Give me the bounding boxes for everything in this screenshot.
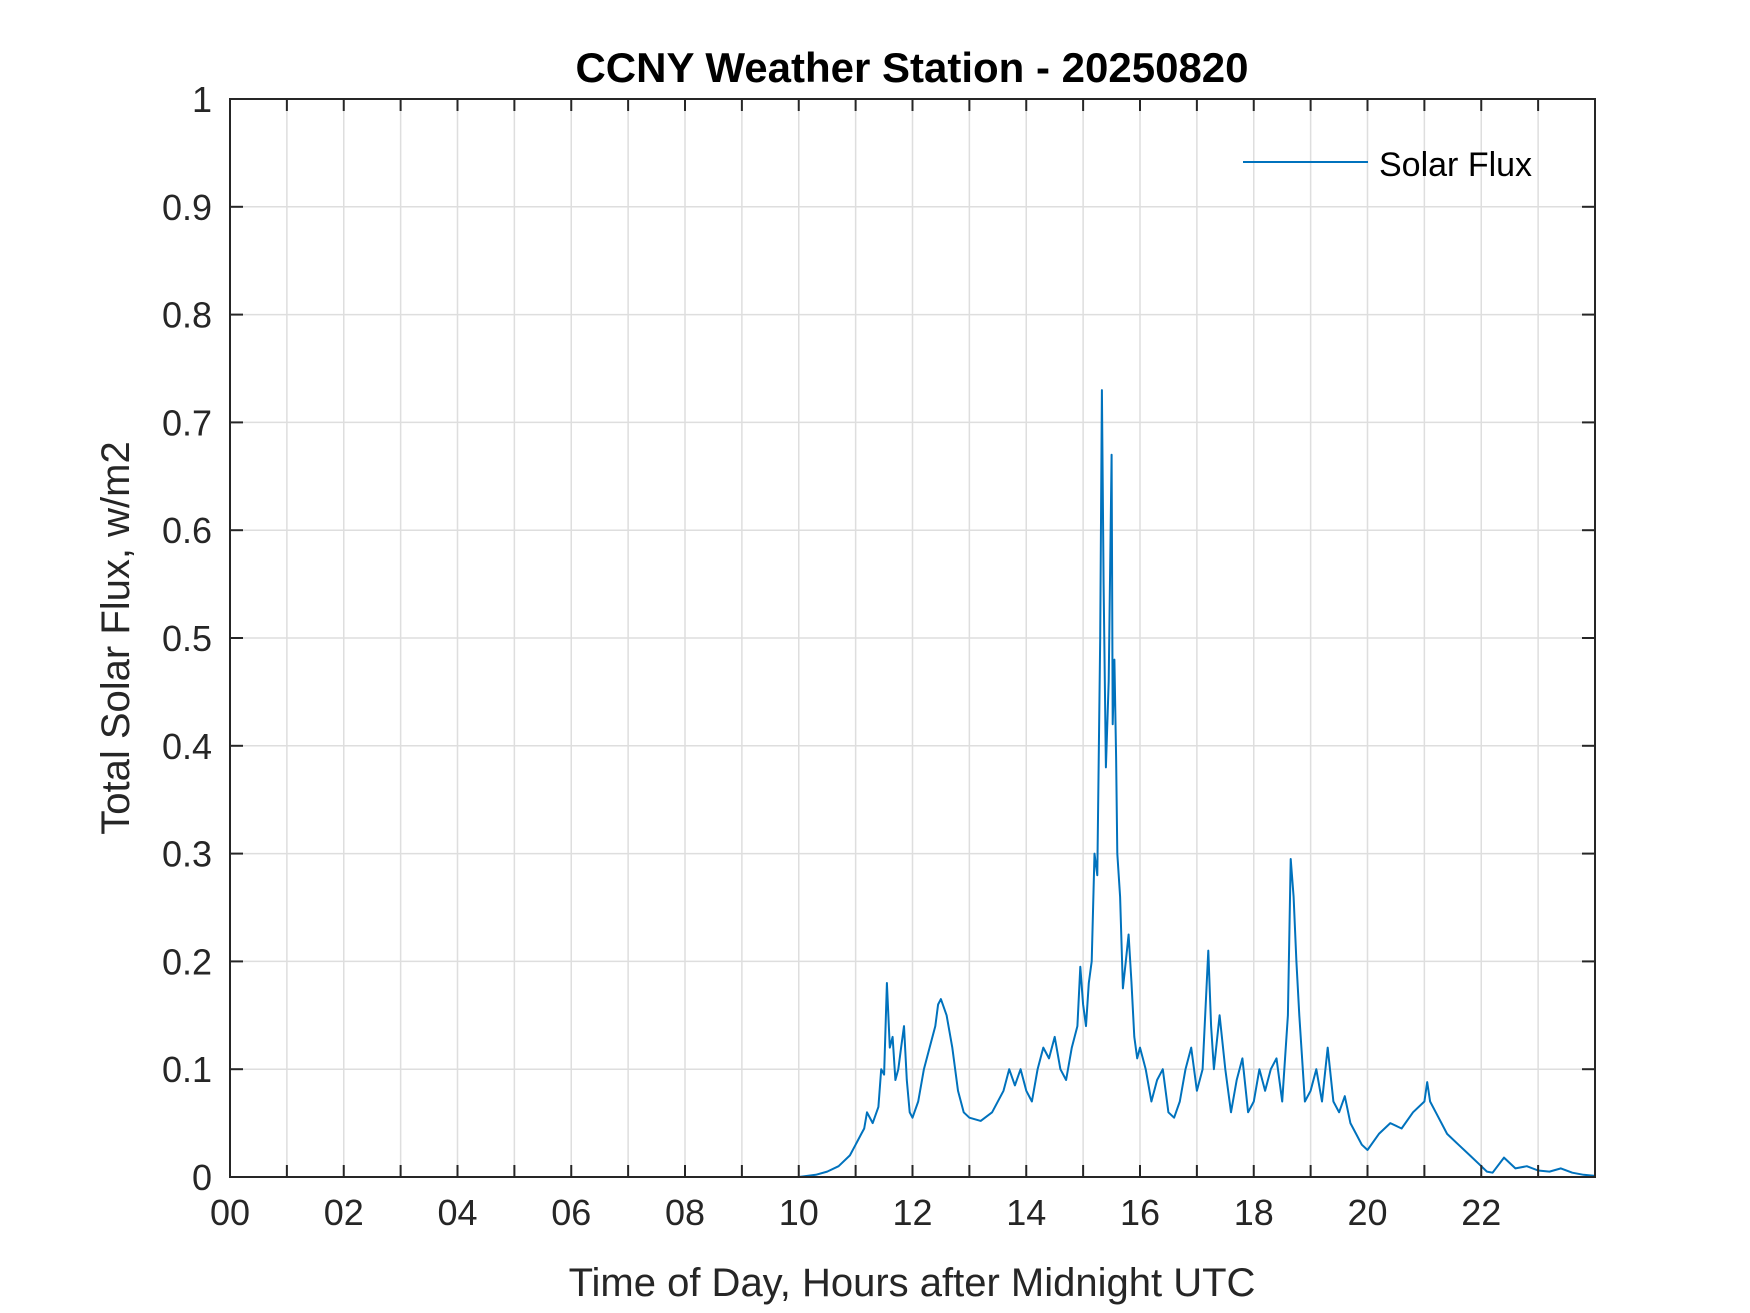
grid-lines (230, 99, 1595, 1177)
series-line-solar-flux (230, 389, 1596, 1178)
x-tick-label: 04 (437, 1192, 477, 1233)
y-axis-title: Total Solar Flux, w/m2 (94, 441, 138, 834)
x-tick-label: 00 (210, 1192, 250, 1233)
tick-labels: 00 02 04 06 08 10 12 14 16 18 20 22 0 0.1 0.2 0.3 0.4 0.5… (162, 79, 1501, 1233)
y-tick-label: 1 (192, 79, 212, 120)
y-tick-label: 0.5 (162, 618, 212, 659)
y-tick-label: 0.4 (162, 726, 212, 767)
x-axis-title: Time of Day, Hours after Midnight UTC (569, 1261, 1256, 1305)
y-tick-label: 0.9 (162, 187, 212, 228)
y-tick-label: 0.3 (162, 834, 212, 875)
y-tick-label: 0.1 (162, 1049, 212, 1090)
x-tick-label: 08 (665, 1192, 705, 1233)
y-tick-label: 0.7 (162, 402, 212, 443)
x-tick-label: 06 (551, 1192, 591, 1233)
series-layer (230, 389, 1596, 1178)
y-tick-label: 0 (192, 1157, 212, 1198)
x-tick-label: 20 (1347, 1192, 1387, 1233)
legend: Solar Flux (1243, 146, 1532, 184)
chart-title: CCNY Weather Station - 20250820 (575, 44, 1248, 91)
y-tick-label: 0.2 (162, 941, 212, 982)
tick-marks (230, 98, 1595, 1178)
x-tick-label: 02 (324, 1192, 364, 1233)
x-tick-label: 10 (779, 1192, 819, 1233)
x-tick-label: 18 (1234, 1192, 1274, 1233)
y-tick-label: 0.8 (162, 295, 212, 336)
x-tick-label: 14 (1006, 1192, 1046, 1233)
legend-label: Solar Flux (1379, 146, 1532, 184)
x-tick-label: 16 (1120, 1192, 1160, 1233)
x-tick-label: 22 (1461, 1192, 1501, 1233)
y-tick-label: 0.6 (162, 510, 212, 551)
x-tick-label: 12 (892, 1192, 932, 1233)
